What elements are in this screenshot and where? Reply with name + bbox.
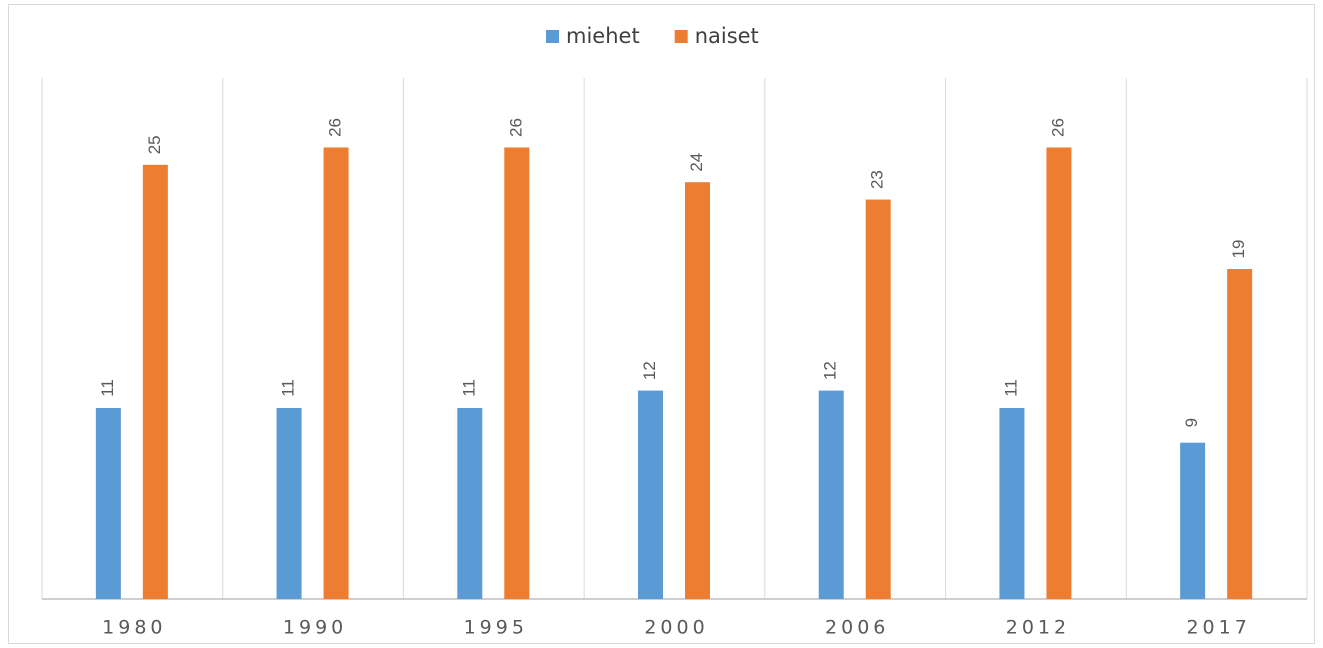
bar — [1046, 147, 1072, 599]
bar — [95, 407, 121, 599]
x-tick-label: 1995 — [464, 617, 528, 639]
bar — [865, 199, 891, 600]
data-label: 24 — [687, 153, 706, 172]
data-label: 26 — [326, 118, 345, 137]
bar — [1180, 442, 1206, 599]
data-label: 12 — [821, 361, 840, 380]
x-tick-label: 2000 — [644, 617, 708, 639]
x-tick-label: 1980 — [102, 617, 166, 639]
data-label: 12 — [640, 361, 659, 380]
x-tick-label: 2006 — [825, 617, 889, 639]
data-label: 26 — [1048, 118, 1067, 137]
bar — [457, 407, 483, 599]
bar — [504, 147, 530, 599]
bar — [1227, 269, 1253, 599]
data-label: 11 — [279, 379, 298, 397]
bar — [276, 407, 302, 599]
legend-swatch — [546, 30, 559, 43]
legend-label: miehet — [566, 24, 640, 48]
bar — [323, 147, 349, 599]
data-label: 11 — [1001, 379, 1020, 397]
legend-label: naiset — [695, 24, 759, 48]
data-label: 23 — [868, 170, 887, 189]
x-tick-label: 2012 — [1006, 617, 1070, 639]
legend-swatch — [674, 30, 688, 43]
bar — [638, 390, 663, 599]
data-label: 26 — [506, 118, 525, 137]
data-label: 9 — [1182, 418, 1201, 427]
bar — [999, 407, 1025, 599]
data-label: 11 — [98, 379, 117, 397]
data-label: 11 — [459, 379, 478, 397]
bar — [685, 182, 710, 599]
data-label: 19 — [1229, 240, 1248, 259]
data-label: 25 — [145, 135, 164, 154]
x-tick-label: 2017 — [1186, 617, 1250, 639]
bar — [818, 390, 844, 599]
x-tick-label: 1990 — [283, 617, 347, 639]
bar — [142, 164, 168, 600]
